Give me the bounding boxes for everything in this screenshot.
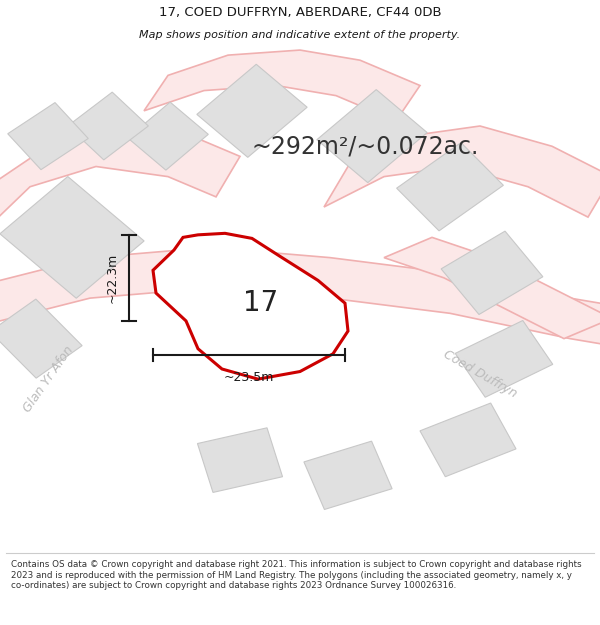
Text: 17, COED DUFFRYN, ABERDARE, CF44 0DB: 17, COED DUFFRYN, ABERDARE, CF44 0DB — [158, 6, 442, 19]
Text: 17: 17 — [244, 289, 278, 318]
Polygon shape — [455, 321, 553, 398]
Polygon shape — [420, 403, 516, 477]
Polygon shape — [0, 126, 240, 228]
Polygon shape — [0, 299, 82, 378]
Polygon shape — [0, 176, 144, 298]
Polygon shape — [144, 50, 420, 121]
Polygon shape — [197, 64, 307, 158]
Polygon shape — [8, 102, 88, 169]
Polygon shape — [68, 92, 148, 160]
Polygon shape — [384, 238, 600, 339]
Text: ~22.3m: ~22.3m — [105, 253, 118, 303]
Text: Glan Yr Afon: Glan Yr Afon — [20, 344, 76, 415]
Polygon shape — [197, 428, 283, 493]
Text: Map shows position and indicative extent of the property.: Map shows position and indicative extent… — [139, 30, 461, 40]
Polygon shape — [317, 89, 427, 182]
Polygon shape — [304, 441, 392, 509]
Polygon shape — [128, 102, 208, 170]
Polygon shape — [324, 126, 600, 217]
Text: Coed Duffryn: Coed Duffryn — [441, 348, 519, 401]
Polygon shape — [0, 248, 600, 349]
Polygon shape — [441, 231, 543, 314]
Text: Contains OS data © Crown copyright and database right 2021. This information is : Contains OS data © Crown copyright and d… — [11, 560, 581, 590]
Polygon shape — [153, 233, 348, 379]
Text: ~23.5m: ~23.5m — [224, 371, 274, 384]
Text: ~292m²/~0.072ac.: ~292m²/~0.072ac. — [252, 134, 479, 158]
Polygon shape — [397, 142, 503, 231]
